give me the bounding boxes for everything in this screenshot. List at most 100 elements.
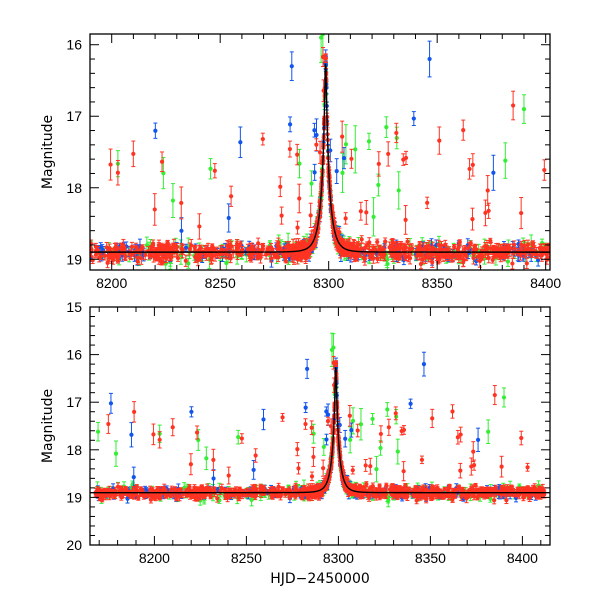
data-point [76, 244, 80, 248]
bottom-y-axis-title: Magnitude [40, 389, 56, 463]
data-point [559, 247, 563, 252]
data-point [560, 246, 564, 257]
data-point [59, 248, 63, 260]
data-point [455, 429, 460, 445]
data-point [542, 159, 547, 181]
data-point [194, 425, 200, 440]
data-point [386, 141, 391, 167]
bottom-tick-labels: 8200 8250 8300 8350 8400 15 16 17 18 19 20 [66, 299, 538, 566]
data-point [260, 132, 265, 146]
data-point [279, 206, 284, 225]
bottom-x-axis-title: HJD−2450000 [270, 571, 370, 587]
data-point [314, 138, 319, 152]
data-point [466, 242, 472, 253]
data-point [406, 486, 411, 496]
data-point [470, 207, 475, 231]
x-tick-label: 8200 [139, 550, 170, 566]
data-point [488, 237, 493, 244]
data-point [48, 259, 52, 266]
data-point [287, 116, 293, 133]
data-point [419, 455, 425, 465]
data-point [43, 247, 47, 261]
data-point [82, 243, 86, 250]
data-point [458, 462, 463, 479]
data-point [84, 256, 88, 261]
y-tick-label: 16 [66, 347, 82, 363]
data-point [413, 490, 418, 499]
data-point [349, 148, 354, 169]
data-point [311, 446, 316, 467]
data-point [340, 120, 345, 153]
data-point [366, 132, 372, 151]
data-point [48, 247, 52, 254]
data-point [435, 484, 440, 492]
data-point [443, 239, 448, 250]
data-point [98, 253, 103, 261]
data-point [358, 201, 363, 221]
data-point [551, 251, 555, 263]
data-point [183, 254, 188, 267]
data-point [105, 488, 110, 493]
data-point [67, 237, 71, 251]
data-point [364, 199, 369, 225]
data-point [421, 351, 427, 377]
data-point [236, 429, 241, 445]
data-point [49, 249, 53, 260]
data-point [446, 249, 451, 259]
data-point [559, 249, 563, 256]
data-point [370, 413, 375, 425]
data-point [450, 404, 455, 419]
data-point [525, 462, 530, 472]
data-point [361, 252, 366, 263]
data-point [551, 253, 555, 261]
data-point [179, 186, 184, 220]
data-point [355, 423, 360, 438]
x-tick-label: 8250 [231, 550, 262, 566]
data-point [305, 358, 310, 379]
data-point [74, 236, 78, 250]
data-point [552, 251, 556, 258]
data-point [42, 248, 46, 255]
data-point [95, 421, 101, 442]
data-point [408, 398, 413, 409]
data-point [553, 248, 557, 259]
data-point [82, 255, 86, 261]
data-point [49, 249, 53, 255]
data-point [226, 203, 231, 233]
data-point [45, 249, 49, 258]
data-point [525, 485, 530, 490]
data-point [152, 193, 157, 226]
data-point [311, 491, 316, 500]
data-point [504, 496, 509, 505]
data-point [364, 481, 369, 488]
data-point [261, 484, 266, 490]
data-point [509, 484, 514, 490]
data-point [118, 242, 123, 254]
data-point [355, 241, 361, 250]
data-point [377, 483, 382, 489]
data-point [295, 143, 300, 166]
data-point [58, 103, 62, 133]
data-point [276, 237, 281, 248]
data-point [399, 426, 404, 436]
data-point [261, 408, 266, 431]
data-point [297, 183, 302, 214]
data-point [334, 158, 339, 185]
data-point [129, 241, 135, 252]
data-point [42, 236, 46, 253]
data-point [287, 244, 292, 251]
data-point [188, 453, 193, 476]
data-point [375, 238, 380, 246]
y-tick-label: 17 [66, 108, 82, 124]
data-point [197, 213, 202, 240]
data-point [353, 125, 358, 174]
data-point [321, 438, 326, 456]
data-point [127, 249, 132, 259]
data-point [324, 406, 329, 417]
data-point [486, 419, 491, 445]
data-point [403, 483, 408, 489]
data-point [368, 457, 373, 475]
data-point [510, 257, 515, 270]
data-point [382, 248, 387, 262]
